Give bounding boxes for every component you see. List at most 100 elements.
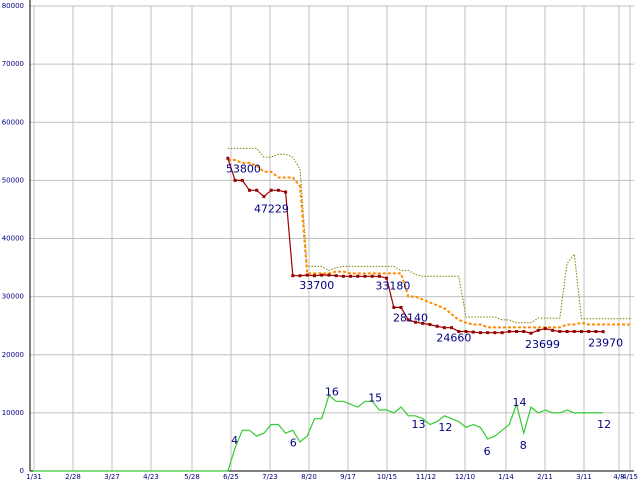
data-label: 8 xyxy=(520,439,527,452)
series-main-point xyxy=(392,305,396,309)
series-main-point xyxy=(291,274,295,278)
series-main-point xyxy=(356,274,360,278)
series-main-point xyxy=(276,188,280,192)
data-label: 4 xyxy=(231,434,238,447)
series-main-point xyxy=(385,276,389,280)
series-main-point xyxy=(284,190,288,194)
y-tick-label: 20000 xyxy=(2,351,24,359)
series-main-point xyxy=(478,331,482,335)
data-label: 12 xyxy=(438,421,452,434)
series-main-point xyxy=(515,330,519,333)
data-label: 23970 xyxy=(588,337,623,350)
series-main-point xyxy=(370,274,374,278)
series-main-point xyxy=(255,188,259,192)
series-main-point xyxy=(320,273,324,277)
x-tick-label: 12/10 xyxy=(455,473,475,480)
series-main-point xyxy=(594,330,598,333)
x-tick-label: 4/15 xyxy=(622,473,638,480)
series-main-point xyxy=(269,188,273,192)
series-main-point xyxy=(421,321,425,325)
series-main-point xyxy=(601,330,605,334)
data-label: 12 xyxy=(597,418,611,431)
series-main-point xyxy=(565,330,569,333)
series-markers xyxy=(226,156,605,335)
x-tick-label: 5/28 xyxy=(184,473,200,480)
series-main-point xyxy=(262,194,266,198)
series-main-point xyxy=(471,330,475,334)
y-tick-label: 40000 xyxy=(2,235,24,243)
series-main-point xyxy=(529,331,533,335)
data-label: 13 xyxy=(411,418,425,431)
x-tick-label: 4/23 xyxy=(143,473,159,480)
series-main-point xyxy=(349,274,353,278)
series-main-point xyxy=(450,326,454,330)
data-label: 53800 xyxy=(226,162,261,175)
series-main-point xyxy=(312,274,316,278)
x-tick-label: 8/20 xyxy=(301,473,317,480)
series-main-point xyxy=(536,328,540,332)
series-main-point xyxy=(240,178,244,182)
data-label: 6 xyxy=(484,445,491,458)
x-tick-label: 1/31 xyxy=(26,473,42,480)
series-main-point xyxy=(493,331,497,335)
series-main-point xyxy=(233,178,237,182)
series-main-point xyxy=(248,188,252,192)
x-tick-label: 7/23 xyxy=(262,473,278,480)
y-tick-label: 0 xyxy=(20,467,24,475)
series-main-point xyxy=(457,330,461,333)
series-main-point xyxy=(334,274,338,278)
series-main-point xyxy=(464,330,468,333)
data-label: 24660 xyxy=(436,332,471,345)
y-tick-label: 70000 xyxy=(2,60,24,68)
series-main-line xyxy=(227,158,604,334)
x-tick-label: 9/17 xyxy=(340,473,356,480)
series-main-point xyxy=(579,330,583,333)
data-label: 14 xyxy=(513,396,527,409)
x-tick-label: 10/15 xyxy=(377,473,397,480)
series-main-point xyxy=(551,328,555,332)
series-main-point xyxy=(442,326,446,330)
series-main-point xyxy=(327,273,331,277)
y-tick-label: 30000 xyxy=(2,293,24,301)
series-main-point xyxy=(500,331,504,335)
series-main-point xyxy=(435,324,439,328)
x-tick-label: 6/25 xyxy=(223,473,239,480)
series-main-point xyxy=(522,330,526,333)
data-labels: 53800 47229 33700 33180 28140 24660 23699 23970… xyxy=(226,162,623,458)
y-tick-label: 80000 xyxy=(2,2,24,10)
series-main-point xyxy=(406,318,410,322)
series-main-point xyxy=(558,330,562,333)
chart-axes xyxy=(29,0,634,472)
series-main-point xyxy=(543,327,547,331)
chart-grid xyxy=(30,5,634,472)
y-tick-label: 60000 xyxy=(2,118,24,126)
x-tick-label: 2/28 xyxy=(65,473,81,480)
series-main-point xyxy=(428,323,432,327)
series-main-point xyxy=(572,330,576,333)
series-main-point xyxy=(341,274,345,278)
series-main-point xyxy=(226,156,230,160)
data-label: 28140 xyxy=(393,311,428,324)
data-label: 33700 xyxy=(299,279,334,292)
x-tick-label: 11/12 xyxy=(416,473,436,480)
data-label: 47229 xyxy=(254,202,289,215)
x-tick-label: 3/27 xyxy=(104,473,120,480)
series-count-line xyxy=(33,394,604,472)
data-label: 15 xyxy=(368,391,382,404)
series-main-point xyxy=(507,330,511,333)
series-lines xyxy=(33,147,632,472)
x-tick-label: 2/11 xyxy=(537,473,553,480)
data-label: 6 xyxy=(290,436,297,449)
series-main-point xyxy=(363,274,367,278)
data-label: 16 xyxy=(325,385,339,398)
data-label: 33180 xyxy=(375,279,410,292)
series-main-point xyxy=(399,305,403,309)
x-tick-label: 4/8 xyxy=(613,473,624,480)
x-tick-label: 1/14 xyxy=(498,473,514,480)
y-axis-tick-labels: 0 10000 20000 30000 40000 50000 60000 70000 8000… xyxy=(2,2,24,475)
series-main-point xyxy=(377,274,381,278)
series-main-point xyxy=(305,273,309,277)
series-main-point xyxy=(298,274,302,278)
data-label: 23699 xyxy=(525,338,560,351)
